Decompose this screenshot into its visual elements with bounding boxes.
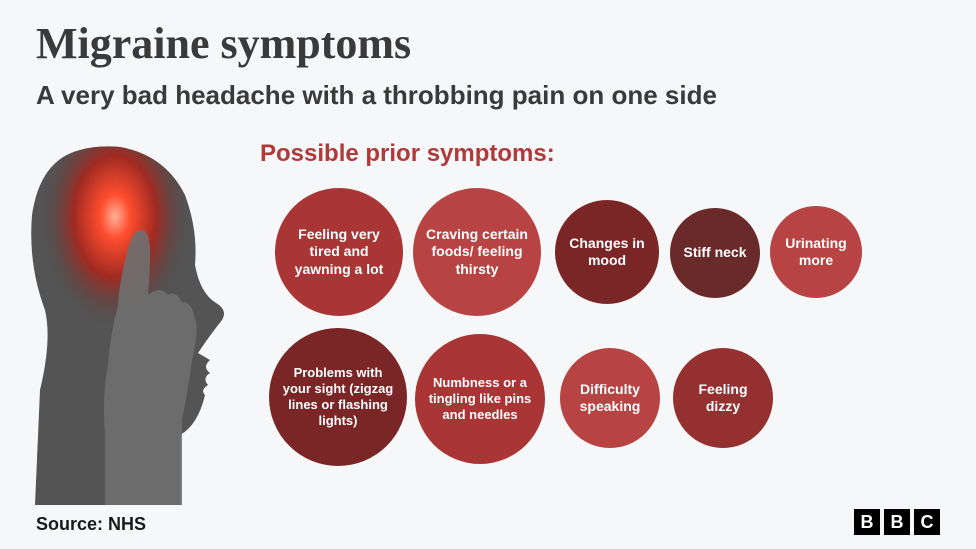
logo-letter: B (854, 509, 880, 535)
page-subtitle: A very bad headache with a throbbing pai… (36, 80, 717, 111)
section-title: Possible prior symptoms: (260, 140, 555, 168)
bbc-logo: BBC (854, 509, 940, 535)
symptom-bubble: Changes in mood (555, 200, 659, 304)
symptom-bubble: Stiff neck (670, 208, 760, 298)
logo-letter: C (914, 509, 940, 535)
symptom-bubble: Craving certain foods/ feeling thirsty (413, 188, 541, 316)
symptom-bubble: Difficulty speaking (560, 348, 660, 448)
logo-letter: B (884, 509, 910, 535)
page-title: Migraine symptoms (36, 18, 411, 69)
symptom-bubble: Urinating more (770, 206, 862, 298)
symptom-bubble: Feeling dizzy (673, 348, 773, 448)
symptom-bubble: Problems with your sight (zigzag lines o… (269, 328, 407, 466)
symptom-bubble: Feeling very tired and yawning a lot (275, 188, 403, 316)
head-silhouette-graphic (10, 135, 260, 505)
source-attribution: Source: NHS (36, 514, 146, 535)
symptom-bubble: Numbness or a tingling like pins and nee… (415, 334, 545, 464)
